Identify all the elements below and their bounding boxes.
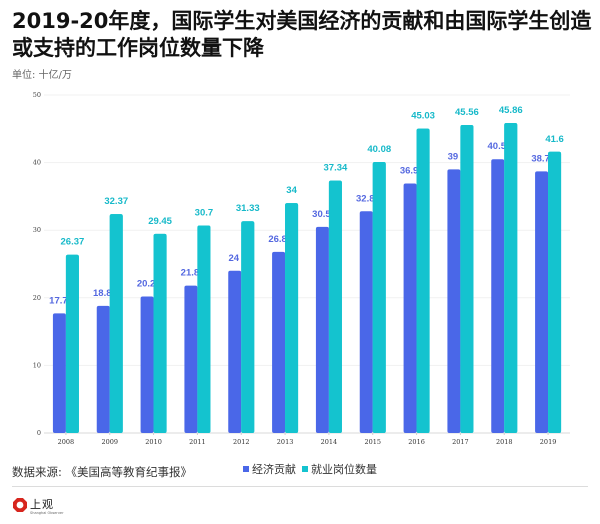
bar-jobs-overlay [548,151,562,433]
x-tick-label: 2013 [277,438,294,446]
data-label-jobs: 34 [286,185,297,196]
bar-jobs-overlay [241,221,255,433]
data-label-jobs: 32.37 [104,196,128,207]
data-label-economic: 18.8 [93,288,112,299]
data-label-economic: 21.8 [181,268,200,279]
x-tick-label: 2015 [364,438,381,446]
x-tick-label: 2008 [58,438,75,446]
x-tick-label: 2010 [145,438,162,446]
data-label-economic: 40.5 [488,141,507,152]
data-label-jobs: 40.08 [367,144,391,155]
bar-economic [96,305,110,433]
bar-jobs-overlay [197,225,211,433]
bar-economic [359,211,373,433]
footer-divider [12,486,588,487]
data-label-economic: 39 [448,151,459,162]
logo-text: 上观 [30,498,54,511]
data-label-jobs: 30.7 [195,207,214,218]
x-tick-label: 2019 [540,438,557,446]
bar-economic [184,285,198,433]
legend-swatch-jobs [302,466,308,472]
legend-item-economic: 经济贡献 [243,461,296,477]
data-label-jobs: 29.45 [148,216,172,227]
data-label-jobs: 45.86 [499,105,523,116]
x-tick-label: 2014 [321,438,338,446]
legend-label-jobs: 就业岗位数量 [311,463,377,476]
bar-jobs-overlay [65,254,79,433]
data-label-jobs: 45.56 [455,107,479,118]
x-tick-label: 2011 [189,438,206,446]
legend-label-economic: 经济贡献 [252,463,296,476]
data-source: 数据来源: 《美国高等教育纪事报》 [12,465,193,479]
y-tick-label: 0 [37,429,41,437]
x-tick-label: 2018 [496,438,513,446]
data-label-jobs: 26.37 [61,237,85,248]
legend: 经济贡献 就业岗位数量 [243,461,383,477]
x-tick-label: 2017 [452,438,469,446]
legend-swatch-economic [243,466,249,472]
data-label-jobs: 31.33 [236,203,260,214]
data-label-economic: 38.7 [531,153,550,164]
unit-label: 单位: 十亿/万 [12,70,72,81]
logo-subtext: Shanghai Observer [30,511,64,515]
bar-economic [535,171,549,433]
bar-jobs-overlay [328,180,342,433]
x-tick-label: 2016 [408,438,425,446]
bar-jobs-overlay [416,128,430,433]
data-label-economic: 20.2 [137,278,156,289]
data-label-economic: 36.9 [400,166,419,177]
data-label-jobs: 45.03 [411,111,435,122]
bar-jobs-overlay [504,122,518,434]
bar-economic [140,296,154,433]
y-tick-label: 20 [33,294,41,302]
bar-jobs-overlay [109,214,123,433]
y-tick-label: 50 [33,91,41,99]
bar-economic [272,251,286,433]
y-tick-label: 40 [33,159,41,167]
bar-economic [52,313,66,433]
y-tick-label: 30 [33,226,41,234]
bar-economic [447,169,461,434]
bar-economic [228,270,242,433]
data-label-economic: 17.7 [49,295,68,306]
data-label-economic: 24 [228,253,239,264]
x-tick-label: 2012 [233,438,250,446]
data-label-jobs: 37.34 [324,163,348,174]
logo: 上观 Shanghai Observer [13,496,73,520]
bar-chart: 0 10 20 30 40 50 17.7 18.8 20.2 21.8 24 26.8 30.5 32.… [33,91,570,446]
data-label-jobs: 41.6 [545,134,564,145]
legend-item-jobs: 就业岗位数量 [302,461,377,477]
bar-jobs-overlay [285,203,299,433]
bar-jobs-overlay [153,233,167,433]
bar-economic [491,159,505,433]
data-label-economic: 32.8 [356,193,375,204]
bar-economic [315,226,329,433]
chart-title: 2019-20年度，国际学生对美国经济的贡献和由国际学生创造或支持的工作岗位数量… [12,9,592,60]
bar-jobs-overlay [372,162,386,433]
data-label-economic: 26.8 [268,234,287,245]
bar-jobs-overlay [460,125,474,433]
data-label-economic: 30.5 [312,209,331,220]
y-tick-label: 10 [33,361,41,369]
logo-octagon-icon [13,498,27,512]
bar-economic [403,183,417,433]
x-tick-label: 2009 [101,438,118,446]
